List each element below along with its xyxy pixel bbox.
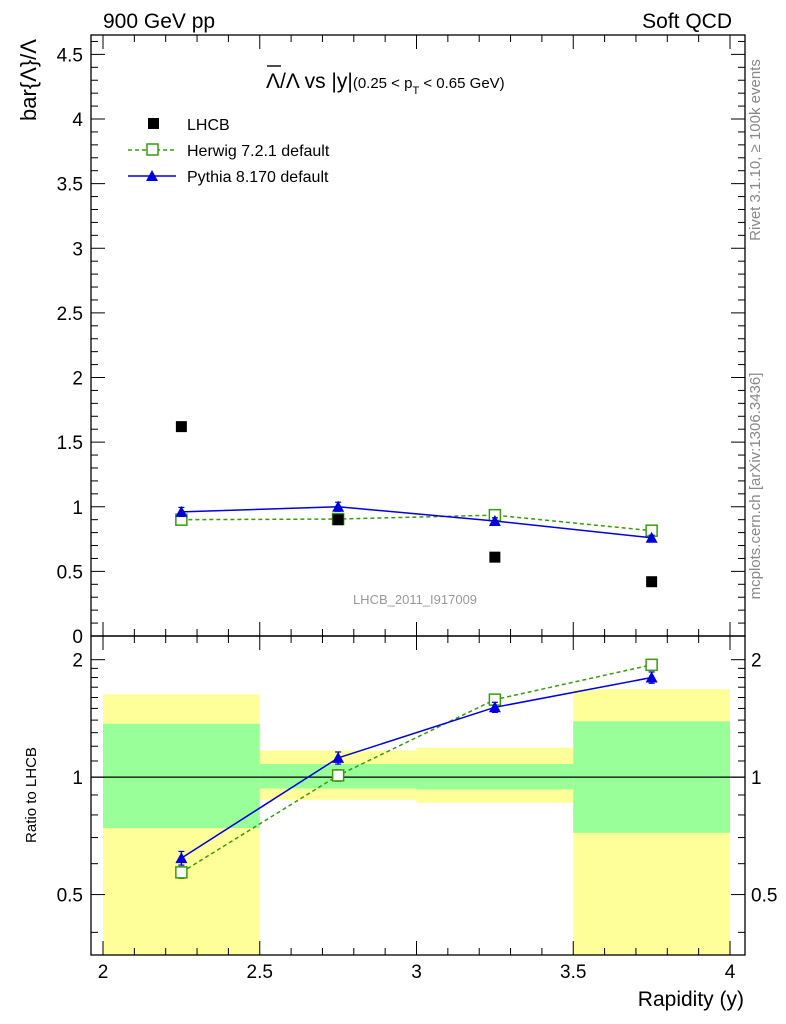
ratio-y-tick-label-right: 0.5	[751, 886, 777, 907]
ratio-pythia-point	[175, 852, 188, 864]
ratio-y-tick-label: 1	[72, 768, 83, 789]
main-panel: 0 0.5 1 1.5 2 2.5 3 3.5 4 4.5	[57, 34, 746, 648]
y-tick-label: 3.5	[57, 175, 83, 196]
ratio-panel: 0.5 0.5 1 1 2 2 2 2.5 3 3.5 4	[57, 635, 777, 983]
ratio-herwig-point	[645, 658, 658, 672]
y-tick-label: 2	[72, 369, 83, 390]
legend-lhcb-label: LHCB	[187, 117, 230, 134]
x-tick-label: 3.5	[560, 962, 586, 983]
legend-pythia-label: Pythia 8.170 default	[187, 169, 329, 186]
ratio-pythia-line	[180, 676, 652, 859]
x-tick-label: 2.5	[247, 962, 273, 983]
y-tick-label: 4	[72, 110, 83, 131]
ratio-y-tick-label-right: 1	[751, 768, 762, 789]
legend-herwig-marker	[146, 143, 159, 156]
ratio-y-tick-label: 2	[72, 651, 83, 672]
ratio-herwig-point	[175, 866, 188, 879]
ratio-y-tick-label-right: 2	[751, 651, 762, 672]
ratio-pythia-point	[488, 701, 501, 713]
header-right: Soft QCD	[642, 10, 732, 33]
rivet-version-text: Rivet 3.1.10, ≥ 100k events	[747, 59, 764, 241]
y-tick-label: 1	[72, 498, 83, 519]
y-axis-label-ratio: Ratio to LHCB	[23, 747, 40, 843]
title-cut-sub: T	[412, 85, 419, 97]
ratio-frame	[90, 635, 746, 956]
pythia-point	[645, 531, 658, 543]
legend-lhcb-marker	[148, 118, 159, 129]
title-lambda-bar: Λ	[266, 70, 280, 93]
y-tick-label: 3	[72, 239, 83, 260]
pythia-line	[181, 506, 652, 539]
uncertainty-band-inner	[103, 723, 260, 829]
svg-text:Λ/Λ vs |y|(0.25 < pT < 0.65 Ge: Λ/Λ vs |y|(0.25 < pT < 0.65 GeV)	[266, 70, 505, 97]
analysis-watermark: LHCB_2011_I917009	[353, 592, 477, 607]
x-tick-label: 4	[725, 962, 736, 983]
legend: LHCB Herwig 7.2.1 default Pythia 8.170 d…	[128, 117, 330, 186]
mcplots-reference-text: mcplots.cern.ch [arXiv:1306.3436]	[747, 373, 764, 600]
lhcb-point	[175, 421, 187, 433]
ratio-pythia-point	[645, 671, 658, 683]
ratio-pythia-point	[332, 751, 345, 763]
title-cut-suffix: < 0.65 GeV)	[419, 75, 504, 92]
y-tick-label: 1.5	[57, 433, 83, 454]
x-tick-label: 3	[411, 962, 422, 983]
lhcb-point	[646, 576, 658, 588]
legend-pythia-marker	[146, 170, 158, 181]
lhcb-point	[332, 514, 344, 526]
y-tick-label: 4.5	[57, 45, 83, 66]
header-left: 900 GeV pp	[103, 10, 215, 33]
herwig-line	[181, 514, 652, 532]
chart-title: Λ/Λ vs |y|(0.25 < pT < 0.65 GeV)	[266, 65, 505, 97]
lhcb-point	[489, 551, 501, 563]
x-tick-label: 2	[98, 962, 109, 983]
y-tick-label: 0.5	[57, 562, 83, 583]
pythia-point	[175, 505, 188, 517]
x-axis-label: Rapidity (y)	[638, 988, 744, 1011]
ratio-y-tick-label: 0.5	[57, 886, 83, 907]
pythia-point	[332, 500, 345, 512]
title-main: /Λ vs |y|	[280, 70, 353, 93]
ratio-herwig-point	[331, 769, 345, 782]
ratio-herwig-line	[180, 664, 652, 874]
y-tick-label: 0	[72, 627, 83, 648]
pythia-point	[488, 514, 501, 526]
y-tick-label: 2.5	[57, 304, 83, 325]
title-cut-prefix: (0.25 < p	[353, 75, 413, 92]
y-axis-label-main: bar{Λ}/Λ	[16, 39, 41, 121]
legend-herwig-label: Herwig 7.2.1 default	[187, 143, 330, 160]
